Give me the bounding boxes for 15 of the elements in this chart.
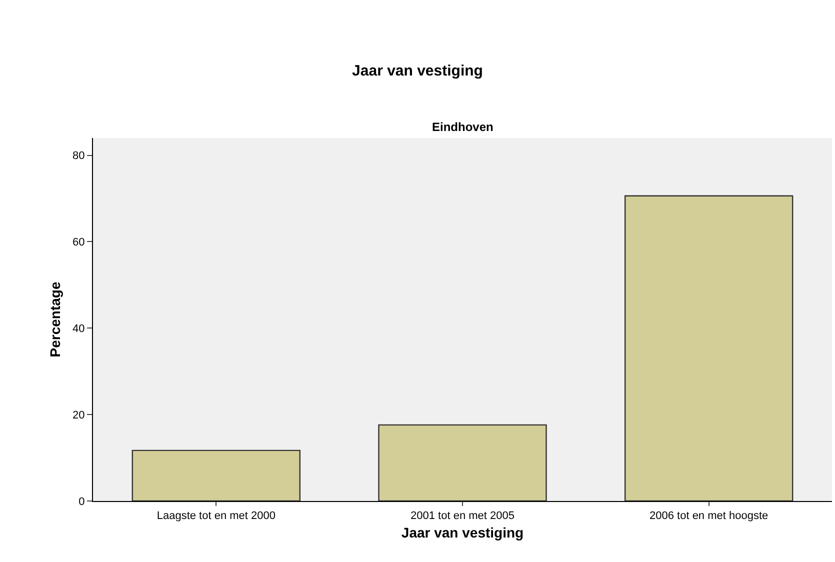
y-tick-label: 20 [72,409,85,422]
y-axis-title: Percentage [47,282,64,358]
x-tick-label: Laagste tot en met 2000 [156,510,276,522]
bar [132,450,301,501]
chart-subtitle: Eindhoven [432,120,494,134]
y-tick-label: 40 [72,322,85,335]
x-axis-title: Jaar van vestiging [401,524,524,540]
y-tick-label: 60 [72,236,85,249]
x-tick-label: 2006 tot en met hoogste [650,510,768,522]
bar [624,195,794,501]
y-tick-label: 80 [72,150,85,162]
bar [378,424,547,501]
y-tick-label: 0 [78,496,85,508]
x-tick-label: 2001 tot en met 2005 [410,510,514,522]
chart-title: Jaar van vestiging [352,62,483,80]
